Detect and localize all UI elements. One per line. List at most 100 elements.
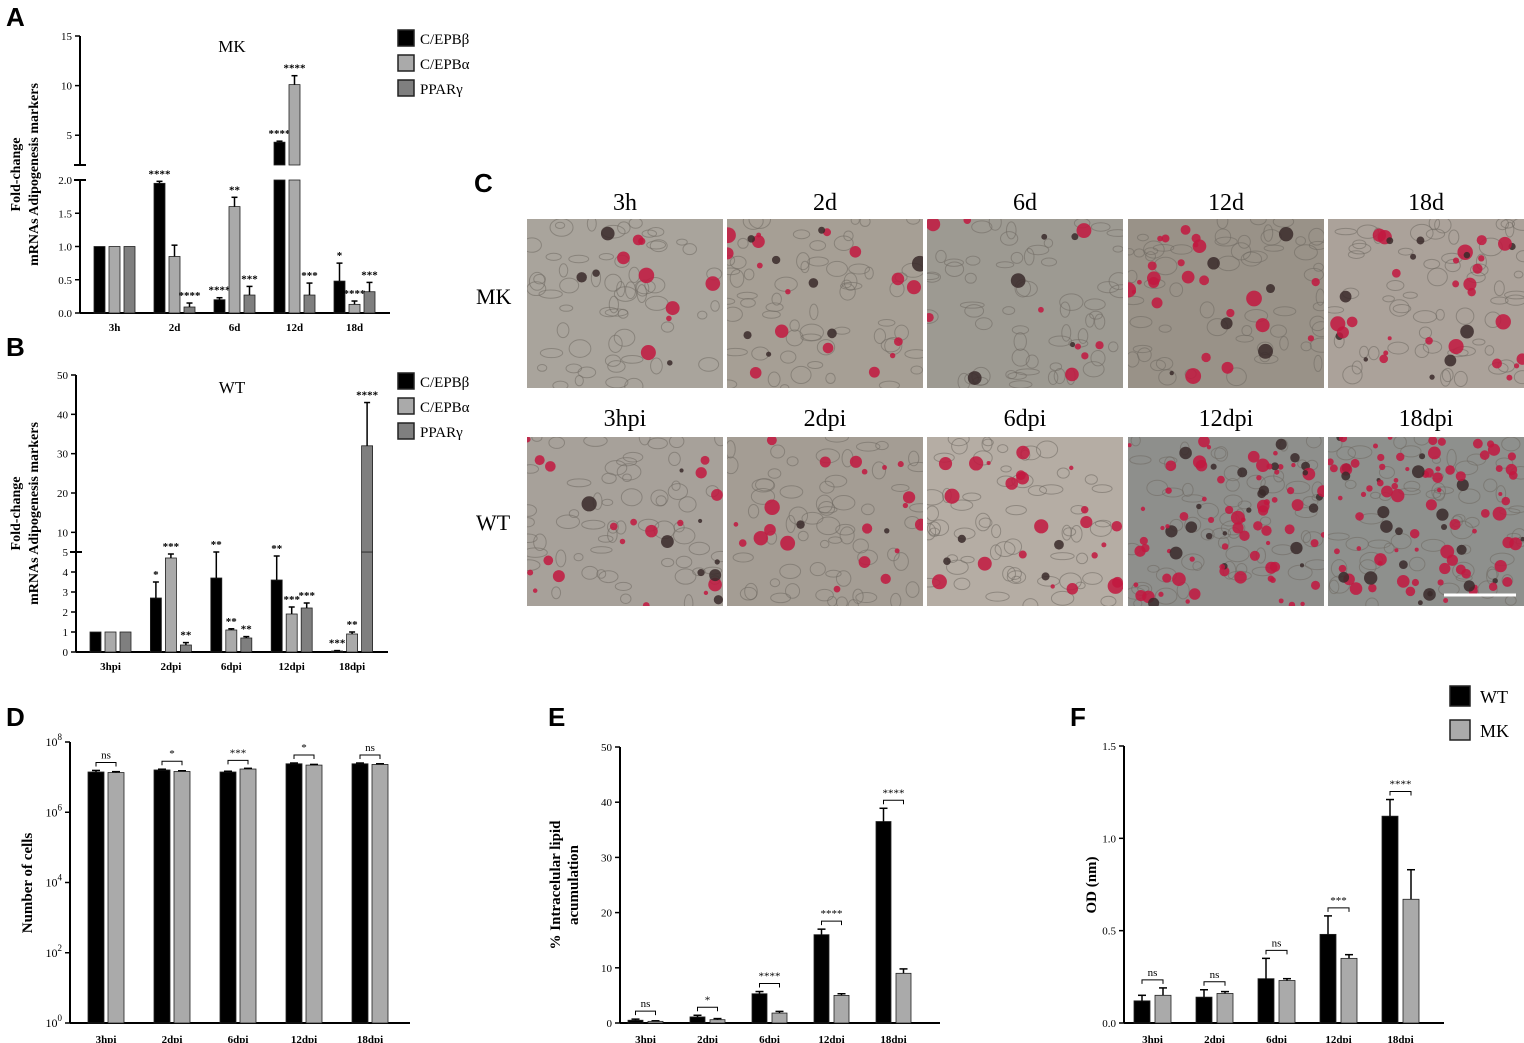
lipid-droplet: [1005, 477, 1019, 490]
lipid-droplet: [1409, 528, 1420, 539]
micrograph-title: 18d: [1408, 190, 1444, 216]
lipid-droplet: [1440, 523, 1448, 531]
cell-outline: [1347, 250, 1365, 259]
cell-outline: [1304, 559, 1324, 571]
lipid-droplet: [1278, 227, 1294, 242]
bar: [225, 629, 238, 653]
bar: [305, 764, 323, 1024]
lipid-droplet: [1349, 582, 1363, 595]
lipid-droplet: [1177, 259, 1185, 267]
cell-outline: [1309, 337, 1324, 353]
lipid-droplet: [1206, 445, 1212, 450]
lipid-droplet: [894, 548, 900, 554]
lipid-droplet: [705, 276, 721, 291]
lipid-droplet: [1339, 437, 1348, 443]
bar: [361, 445, 374, 553]
y-tick-label: 1.5: [58, 208, 72, 220]
lipid-droplet: [822, 342, 834, 354]
bar: [1216, 993, 1234, 1024]
bar: [243, 294, 256, 314]
cell-outline: [556, 322, 570, 339]
y-axis-label: OD (nm): [1084, 856, 1100, 913]
x-tick-label: 3h: [109, 322, 121, 334]
cell-outline: [1147, 564, 1160, 573]
cell-outline: [646, 240, 667, 250]
lipid-droplet: [1139, 536, 1148, 545]
bar: [273, 179, 286, 314]
legend-swatch: [397, 79, 415, 97]
lipid-droplet: [1210, 463, 1217, 470]
bar: [363, 291, 376, 314]
lipid-droplet: [1234, 571, 1247, 584]
cell-outline: [1458, 488, 1481, 504]
cell-outline: [809, 240, 827, 251]
lipid-droplet: [906, 280, 922, 295]
lipid-droplet: [1219, 564, 1226, 570]
lipid-droplet: [1480, 508, 1490, 518]
bar: [270, 579, 283, 653]
x-tick-label: 18dpi: [357, 1034, 383, 1043]
micrograph-image: [1328, 219, 1524, 388]
y-tick-label: 3: [63, 587, 69, 599]
cell-outline: [995, 261, 1015, 269]
lipid-droplet: [756, 262, 763, 269]
cell-outline: [1152, 243, 1175, 252]
lipid-droplet: [1463, 277, 1477, 291]
lipid-droplet: [1135, 590, 1147, 602]
cell-outline: [796, 252, 811, 271]
lipid-droplet: [552, 570, 565, 583]
micrograph-drawing: [1128, 219, 1324, 388]
cell-outline: [1348, 242, 1372, 255]
lipid-droplet: [957, 534, 966, 543]
bar: [371, 764, 389, 1024]
lipid-droplet: [1461, 568, 1471, 579]
cell-outline: [620, 488, 643, 507]
cell-outline: [671, 480, 681, 492]
cell-outline: [989, 544, 1002, 561]
cell-outline: [871, 461, 887, 480]
lipid-droplet: [1425, 499, 1437, 511]
lipid-droplet: [1181, 270, 1195, 284]
chart-a: 0.00.51.01.52.0510153h********2d********…: [9, 29, 470, 334]
x-tick-label: 2d: [169, 322, 181, 334]
cell-outline: [815, 588, 834, 602]
cell-outline: [779, 563, 802, 580]
cell-outline: [531, 437, 543, 442]
lipid-droplet: [1253, 521, 1263, 531]
cell-outline: [1200, 528, 1215, 541]
lipid-droplet: [1165, 460, 1177, 472]
lipid-droplet: [1428, 437, 1438, 446]
significance-bracket: [293, 754, 315, 760]
cell-outline: [1097, 281, 1120, 294]
lipid-droplet: [747, 235, 755, 243]
cell-outline: [660, 321, 675, 333]
bar: [228, 206, 241, 314]
cell-outline: [1237, 500, 1252, 510]
cell-outline: [747, 503, 760, 519]
cell-outline: [959, 301, 985, 309]
y-tick-label: 20: [601, 908, 613, 920]
cell-outline: [835, 570, 852, 587]
cell-outline: [1006, 570, 1027, 585]
lipid-droplet: [1290, 541, 1303, 555]
cell-outline: [988, 219, 1002, 231]
lipid-droplet: [1080, 515, 1093, 529]
cell-outline: [549, 219, 574, 237]
cell-outline: [647, 227, 665, 237]
lipid-droplet: [727, 227, 736, 244]
micrograph-image: [1128, 437, 1324, 606]
cell-outline: [975, 512, 991, 532]
bar: [895, 972, 912, 1024]
lipid-droplet: [1387, 336, 1392, 341]
cell-outline: [1393, 437, 1407, 450]
cell-outline: [1368, 346, 1380, 361]
lipid-droplet: [1463, 251, 1471, 259]
lipid-droplet: [1148, 597, 1160, 606]
cell-outline: [1386, 280, 1405, 291]
x-tick-label: 6d: [229, 322, 241, 334]
x-tick-label: 12dpi: [818, 1034, 844, 1043]
micrograph-drawing: [527, 219, 723, 388]
y-tick-label: 30: [601, 852, 613, 864]
lipid-droplet: [858, 556, 871, 568]
significance-bracket: [635, 1010, 656, 1016]
